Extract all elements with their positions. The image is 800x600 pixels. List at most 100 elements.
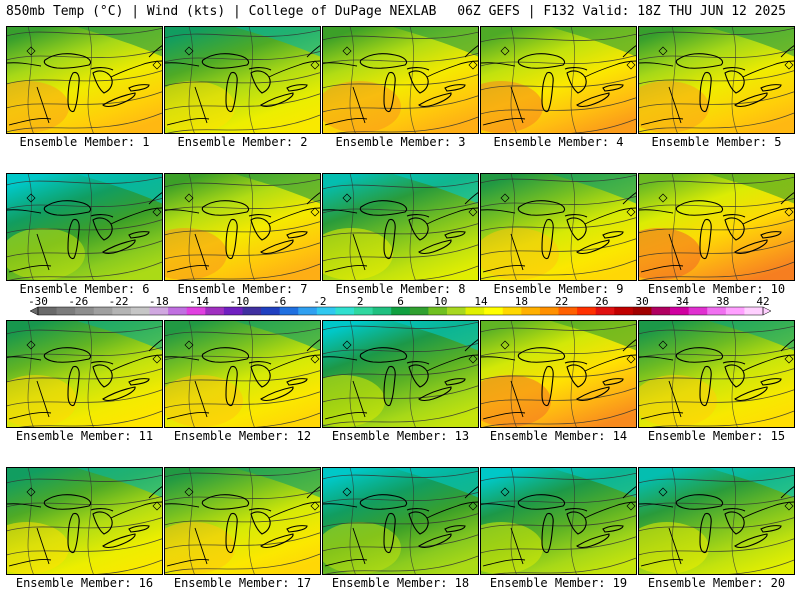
colorbar-segment xyxy=(688,307,708,315)
colorbar-tick-label: -18 xyxy=(149,296,169,308)
temperature-field-map xyxy=(639,174,794,280)
temperature-field-map xyxy=(7,468,162,574)
ensemble-member-label: Ensemble Member: 20 xyxy=(647,576,786,590)
colorbar-tick-label: -26 xyxy=(68,296,88,308)
temperature-field-map xyxy=(165,468,320,574)
ensemble-map-panel xyxy=(638,173,795,281)
temperature-field-map xyxy=(323,27,478,133)
temperature-field-map xyxy=(481,27,636,133)
colorbar-right-arrow xyxy=(762,306,772,316)
colorbar-segment xyxy=(38,307,57,315)
colorbar-tick-label: -6 xyxy=(273,296,286,308)
ensemble-map-panel xyxy=(480,173,637,281)
ensemble-member-label: Ensemble Member: 5 xyxy=(651,135,782,149)
colorbar-segment xyxy=(56,307,76,315)
colorbar-tick-label: 14 xyxy=(474,296,488,308)
ensemble-map-panel xyxy=(480,26,637,134)
ensemble-map-panel xyxy=(6,320,163,428)
colorbar-segment xyxy=(558,307,578,315)
ensemble-member-label: Ensemble Member: 15 xyxy=(647,429,786,443)
ensemble-map-panel xyxy=(322,320,479,428)
colorbar-segment xyxy=(744,307,764,315)
ensemble-member-label: Ensemble Member: 3 xyxy=(335,135,466,149)
colorbar-tick-label: 22 xyxy=(555,296,568,308)
colorbar-tick-label: 2 xyxy=(357,296,364,308)
ensemble-member-label: Ensemble Member: 8 xyxy=(335,282,466,296)
colorbar-segment xyxy=(577,307,597,315)
colorbar-tick-label: 34 xyxy=(676,296,690,308)
temperature-field-map xyxy=(323,174,478,280)
temperature-field-map xyxy=(323,321,478,427)
temperature-field-map xyxy=(165,174,320,280)
temperature-field-map xyxy=(639,27,794,133)
ensemble-member-label: Ensemble Member: 7 xyxy=(177,282,308,296)
colorbar-segment xyxy=(391,307,411,315)
ensemble-member-label: Ensemble Member: 16 xyxy=(15,576,154,590)
colorbar-segment xyxy=(112,307,132,315)
colorbar-segment xyxy=(93,307,113,315)
colorbar-tick-label: 30 xyxy=(636,296,649,308)
colorbar-segment xyxy=(428,307,448,315)
colorbar-segment xyxy=(409,307,429,315)
colorbar-segment xyxy=(502,307,522,315)
colorbar-segment xyxy=(484,307,504,315)
temperature-field-map xyxy=(639,468,794,574)
temperature-field-map xyxy=(639,321,794,427)
ensemble-map-panel xyxy=(164,26,321,134)
colorbar-segment xyxy=(242,307,262,315)
colorbar-segment xyxy=(707,307,727,315)
colorbar-segment xyxy=(168,307,188,315)
ensemble-member-label: Ensemble Member: 11 xyxy=(15,429,154,443)
temperature-colorbar: -30 -26 -22 -18 -14 -10 -6 -2 2 6 10 14 18 22 26 30 34 38… xyxy=(28,296,772,316)
ensemble-member-label: Ensemble Member: 14 xyxy=(489,429,628,443)
ensemble-map-panel xyxy=(164,320,321,428)
ensemble-member-label: Ensemble Member: 1 xyxy=(19,135,150,149)
colorbar-outline xyxy=(37,306,764,316)
colorbar-segment xyxy=(539,307,559,315)
temperature-field-map xyxy=(481,468,636,574)
ensemble-map-panel xyxy=(638,26,795,134)
ensemble-map-panel xyxy=(164,173,321,281)
colorbar-tick-label: 18 xyxy=(515,296,528,308)
ensemble-member-label: Ensemble Member: 9 xyxy=(493,282,624,296)
ensemble-map-panel xyxy=(638,320,795,428)
colorbar-tick-label: 6 xyxy=(397,296,404,308)
colorbar-segment xyxy=(372,307,392,315)
colorbar-tick-label: 10 xyxy=(434,296,447,308)
ensemble-map-panel xyxy=(164,467,321,575)
colorbar-segment xyxy=(298,307,318,315)
temperature-field-map xyxy=(7,321,162,427)
colorbar-segment xyxy=(279,307,299,315)
ensemble-map-panel xyxy=(6,467,163,575)
ensemble-member-label: Ensemble Member: 4 xyxy=(493,135,624,149)
ensemble-member-label: Ensemble Member: 13 xyxy=(331,429,470,443)
temperature-field-map xyxy=(481,174,636,280)
colorbar-segment xyxy=(316,307,336,315)
colorbar-segment xyxy=(725,307,745,315)
ensemble-member-label: Ensemble Member: 2 xyxy=(177,135,308,149)
temperature-field-map xyxy=(481,321,636,427)
colorbar-left-arrow xyxy=(29,306,39,316)
ensemble-map-panel xyxy=(480,320,637,428)
colorbar-segment xyxy=(335,307,355,315)
colorbar-segment xyxy=(521,307,541,315)
colorbar-segment xyxy=(354,307,374,315)
ensemble-member-label: Ensemble Member: 17 xyxy=(173,576,312,590)
ensemble-member-label: Ensemble Member: 10 xyxy=(647,282,786,296)
colorbar-tick-label: -30 xyxy=(28,296,48,308)
temperature-field-map xyxy=(323,468,478,574)
ensemble-map-panel xyxy=(322,173,479,281)
ensemble-map-panel xyxy=(480,467,637,575)
colorbar-segment xyxy=(614,307,634,315)
colorbar-segment xyxy=(261,307,281,315)
colorbar-segment xyxy=(446,307,466,315)
temperature-field-map xyxy=(7,174,162,280)
colorbar-segment xyxy=(595,307,615,315)
temperature-field-map xyxy=(7,27,162,133)
temperature-field-map xyxy=(165,27,320,133)
ensemble-member-label: Ensemble Member: 6 xyxy=(19,282,150,296)
ensemble-map-panel xyxy=(322,467,479,575)
colorbar-segment xyxy=(205,307,225,315)
colorbar-tick-label: -22 xyxy=(109,296,129,308)
temperature-field-map xyxy=(165,321,320,427)
